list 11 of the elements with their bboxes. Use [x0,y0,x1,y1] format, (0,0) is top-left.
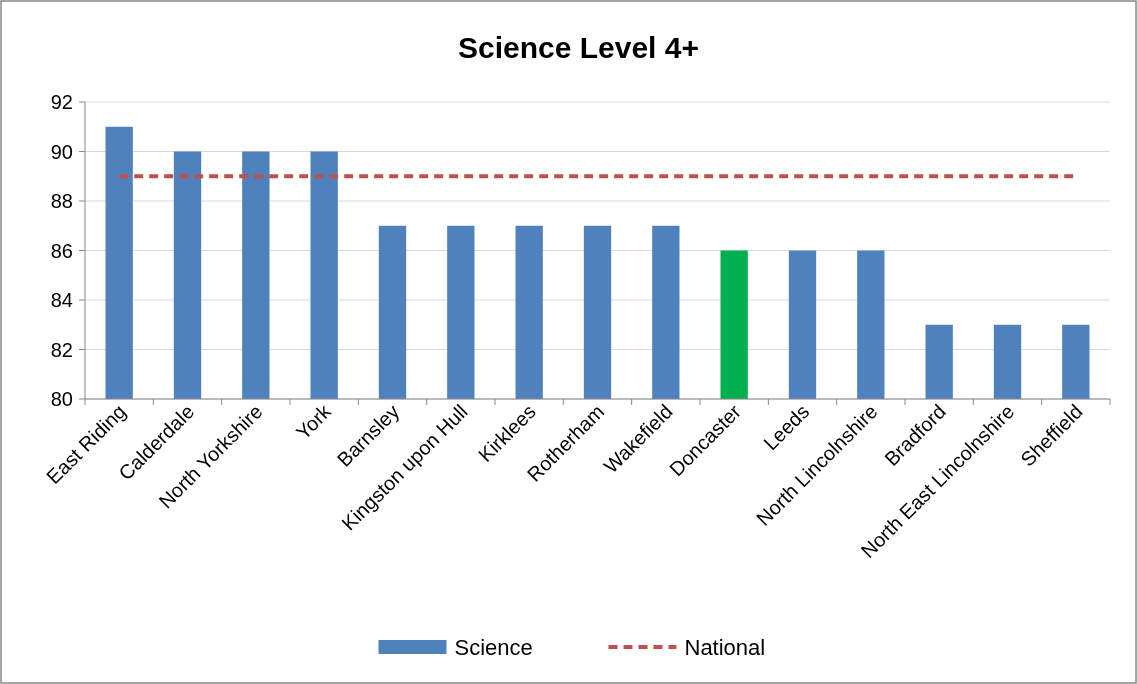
y-tick-label: 92 [50,91,73,113]
y-tick-label: 86 [50,239,73,262]
y-tick-label: 84 [50,289,73,311]
y-tick-label: 82 [50,338,73,361]
x-tick-label: York [291,399,336,444]
legend-label: National [684,634,766,660]
y-tick-label: 88 [50,190,73,212]
y-tick-label: 80 [50,388,73,410]
legend-label: Science [454,634,533,660]
y-tick-label: 90 [50,140,73,163]
chart-title: Science Level 4+ [458,31,699,64]
